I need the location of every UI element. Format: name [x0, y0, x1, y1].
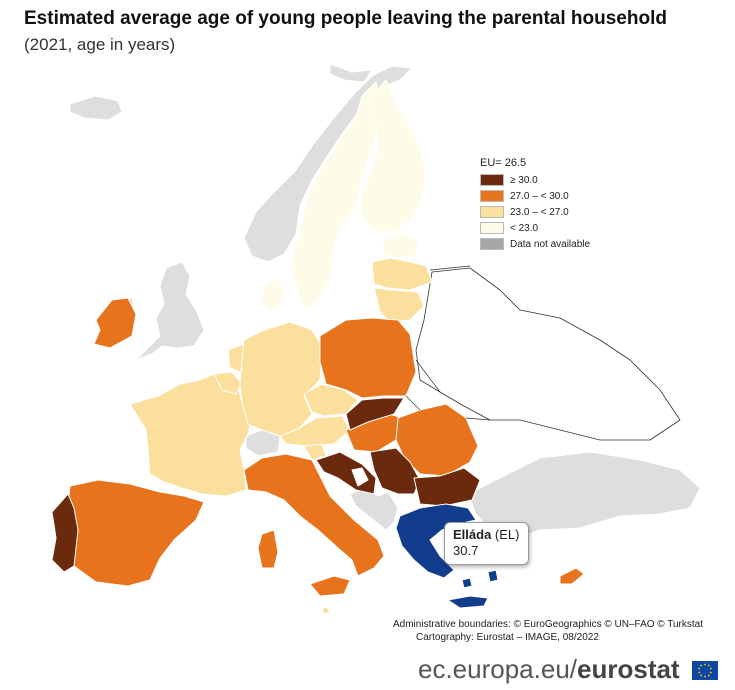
- map-subtitle: (2021, age in years): [24, 35, 176, 54]
- region-denmark: [261, 277, 285, 313]
- region-sardinia: [257, 529, 279, 569]
- region-uk: [135, 261, 205, 361]
- region-malta: [321, 605, 331, 615]
- legend-label: Data not available: [510, 238, 591, 250]
- region-finland: [359, 79, 427, 233]
- region-slovenia: [303, 443, 327, 461]
- legend-item: < 23.0: [480, 220, 590, 236]
- eu-flag-icon: [692, 661, 718, 680]
- region-lithuania: [373, 287, 425, 323]
- legend-item: 23.0 – < 27.0: [480, 204, 590, 220]
- legend-label: ≥ 30.0: [510, 174, 538, 186]
- region-iceland: [69, 95, 123, 121]
- region-cyprus: [559, 567, 585, 585]
- brand-name: eurostat: [577, 654, 680, 684]
- region-kosovo-gap: [351, 467, 369, 487]
- region-ireland: [93, 297, 137, 349]
- region-france: [129, 373, 253, 497]
- region-belarus-ukraine: [415, 267, 681, 441]
- credits-boundaries: Administrative boundaries: © EuroGeograp…: [393, 619, 704, 630]
- region-crete: [447, 595, 489, 609]
- credits-cartography: Cartography: Eurostat – IMAGE, 08/2022: [416, 632, 599, 643]
- region-serbia-area: [369, 447, 421, 495]
- legend-label: < 23.0: [510, 222, 539, 234]
- region-latvia: [371, 257, 433, 291]
- eurostat-brand[interactable]: ec.europa.eu/eurostat: [418, 654, 680, 685]
- region-spain: [67, 479, 205, 587]
- region-germany: [239, 321, 323, 437]
- region-slovakia: [345, 397, 405, 431]
- region-romania: [395, 403, 479, 477]
- legend-swatch: [480, 190, 504, 202]
- legend-swatch: [480, 222, 504, 234]
- legend-swatch: [480, 206, 504, 218]
- tooltip-region-name: Elláda: [453, 527, 492, 542]
- region-estonia: [381, 233, 419, 259]
- region-poland: [319, 317, 417, 399]
- region-sweden: [291, 81, 383, 311]
- region-russia-north: [329, 63, 373, 83]
- legend-header: EU= 26.5: [480, 157, 527, 169]
- legend-swatch: [480, 238, 504, 250]
- region-czechia: [303, 383, 359, 417]
- legend-item: 27.0 – < 30.0: [480, 188, 590, 204]
- brand-domain: ec.europa.eu/: [418, 654, 578, 684]
- tooltip-region-code: (EL): [494, 527, 520, 542]
- region-norway: [243, 65, 413, 263]
- region-belgium: [213, 371, 243, 395]
- region-sicily: [309, 575, 351, 597]
- region-italy: [243, 453, 385, 577]
- map-credits: Administrative boundaries: © EuroGeograp…: [393, 618, 703, 644]
- legend-swatch: [480, 174, 504, 186]
- legend-item: ≥ 30.0: [480, 172, 590, 188]
- region-bulgaria: [413, 467, 481, 507]
- legend-label: 27.0 – < 30.0: [510, 190, 569, 202]
- map-title: Estimated average age of young people le…: [24, 8, 667, 29]
- legend-label: 23.0 – < 27.0: [510, 206, 569, 218]
- region-portugal: [51, 493, 79, 573]
- tooltip-value: 30.7: [453, 543, 479, 558]
- legend: EU= 26.5 ≥ 30.0 27.0 – < 30.0 23.0 – < 2…: [480, 157, 590, 252]
- legend-item: Data not available: [480, 236, 590, 252]
- region-tooltip: Elláda (EL) 30.7: [444, 522, 530, 565]
